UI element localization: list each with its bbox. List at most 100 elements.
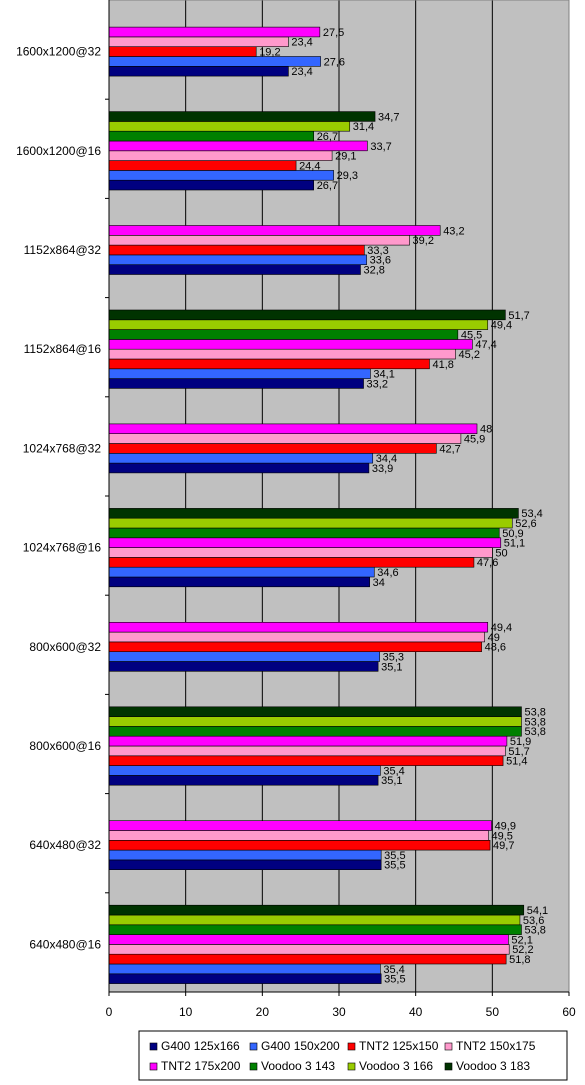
bar [108,820,492,831]
bar [108,160,297,171]
bar [108,517,513,529]
data-label: 50,9 [502,528,523,540]
data-label: 45,5 [461,329,482,341]
data-label: 45,2 [459,349,480,361]
data-label: 29,1 [335,151,356,163]
bar [108,348,456,360]
bar [108,547,493,558]
bar [108,775,379,786]
legend-swatch [149,1042,158,1051]
data-label: 51,7 [508,310,529,322]
category-label: 800x600@16 [29,739,101,753]
data-label: 51,8 [509,954,530,966]
bar [108,557,475,568]
bar [108,849,382,861]
legend-swatch [347,1062,356,1071]
data-label: 53,8 [524,925,545,937]
data-label: 29,3 [337,170,358,182]
x-tick-label: 10 [179,1005,193,1019]
bar [108,378,364,389]
data-label: 35,3 [383,652,404,664]
data-label: 53,8 [524,707,545,719]
data-label: 26,7 [317,180,338,192]
data-label: 53,4 [521,508,542,520]
data-label: 52,6 [515,518,536,530]
bar [108,745,506,757]
legend-swatch [249,1062,258,1071]
data-label: 49,4 [491,622,512,634]
bar [108,309,506,321]
data-label: 51,9 [510,736,531,748]
bar [108,329,459,340]
category-label: 1024x768@16 [23,541,102,555]
bar [108,244,365,256]
data-label: 19,2 [259,47,280,59]
data-label: 50 [495,547,507,559]
bar [108,661,379,672]
bar [108,963,381,975]
legend-entry: G400 150x200 [261,1039,340,1053]
data-label: 24,4 [299,160,320,172]
data-label: 52,2 [512,944,533,956]
bar [108,924,522,935]
legend-entry: TNT2 175x200 [161,1059,241,1073]
bar [108,130,314,142]
data-label: 51,4 [506,756,527,768]
bar [108,66,289,77]
data-label: 53,8 [524,716,545,728]
category-label: 640x480@16 [29,937,101,951]
bar [108,576,370,588]
bar [108,508,519,519]
data-label: 34,7 [378,111,399,123]
bar [108,716,522,727]
data-label: 35,1 [381,775,402,787]
bar [108,179,314,191]
data-label: 39,2 [413,235,434,247]
data-label: 23,4 [291,37,312,49]
data-label: 35,4 [383,964,404,976]
legend-entry: G400 125x166 [161,1039,240,1053]
data-label: 27,6 [324,56,345,68]
bar [108,651,380,662]
legend-entry: Voodoo 3 166 [359,1059,433,1073]
bar [108,839,491,851]
data-label: 41,8 [432,359,453,371]
data-label: 26,7 [317,131,338,143]
data-label: 34,1 [373,369,394,381]
legend-swatch [444,1062,453,1071]
data-label: 33,3 [367,245,388,257]
bar [108,527,500,539]
bar [108,368,371,379]
bar [108,566,375,578]
legend-swatch [347,1042,356,1051]
bar [108,755,504,766]
x-tick-label: 20 [256,1005,270,1019]
category-label: 800x600@32 [29,640,101,654]
category-label: 1600x1200@32 [16,45,101,59]
bar [108,26,321,38]
bar [108,339,473,350]
data-label: 27,5 [323,27,344,39]
data-label: 23,4 [291,66,312,78]
bar [108,944,510,955]
data-label: 47,6 [477,557,498,569]
bar [108,235,410,246]
bar [108,121,351,132]
legend-swatch [444,1042,453,1051]
category-label: 1024x768@32 [23,441,102,455]
bar [108,765,381,776]
data-label: 51,1 [504,538,525,550]
bar [108,631,485,643]
data-label: 33,2 [367,378,388,390]
bar [108,953,507,965]
data-label: 34 [373,577,385,589]
bar [108,934,509,945]
data-label: 48,6 [485,642,506,654]
bar [108,859,382,871]
bar [108,423,478,434]
data-label: 54,1 [527,905,548,917]
data-label: 49 [488,632,500,644]
legend-swatch [249,1042,258,1051]
data-label: 33,7 [370,141,391,153]
category-label: 1152x864@32 [24,243,102,257]
